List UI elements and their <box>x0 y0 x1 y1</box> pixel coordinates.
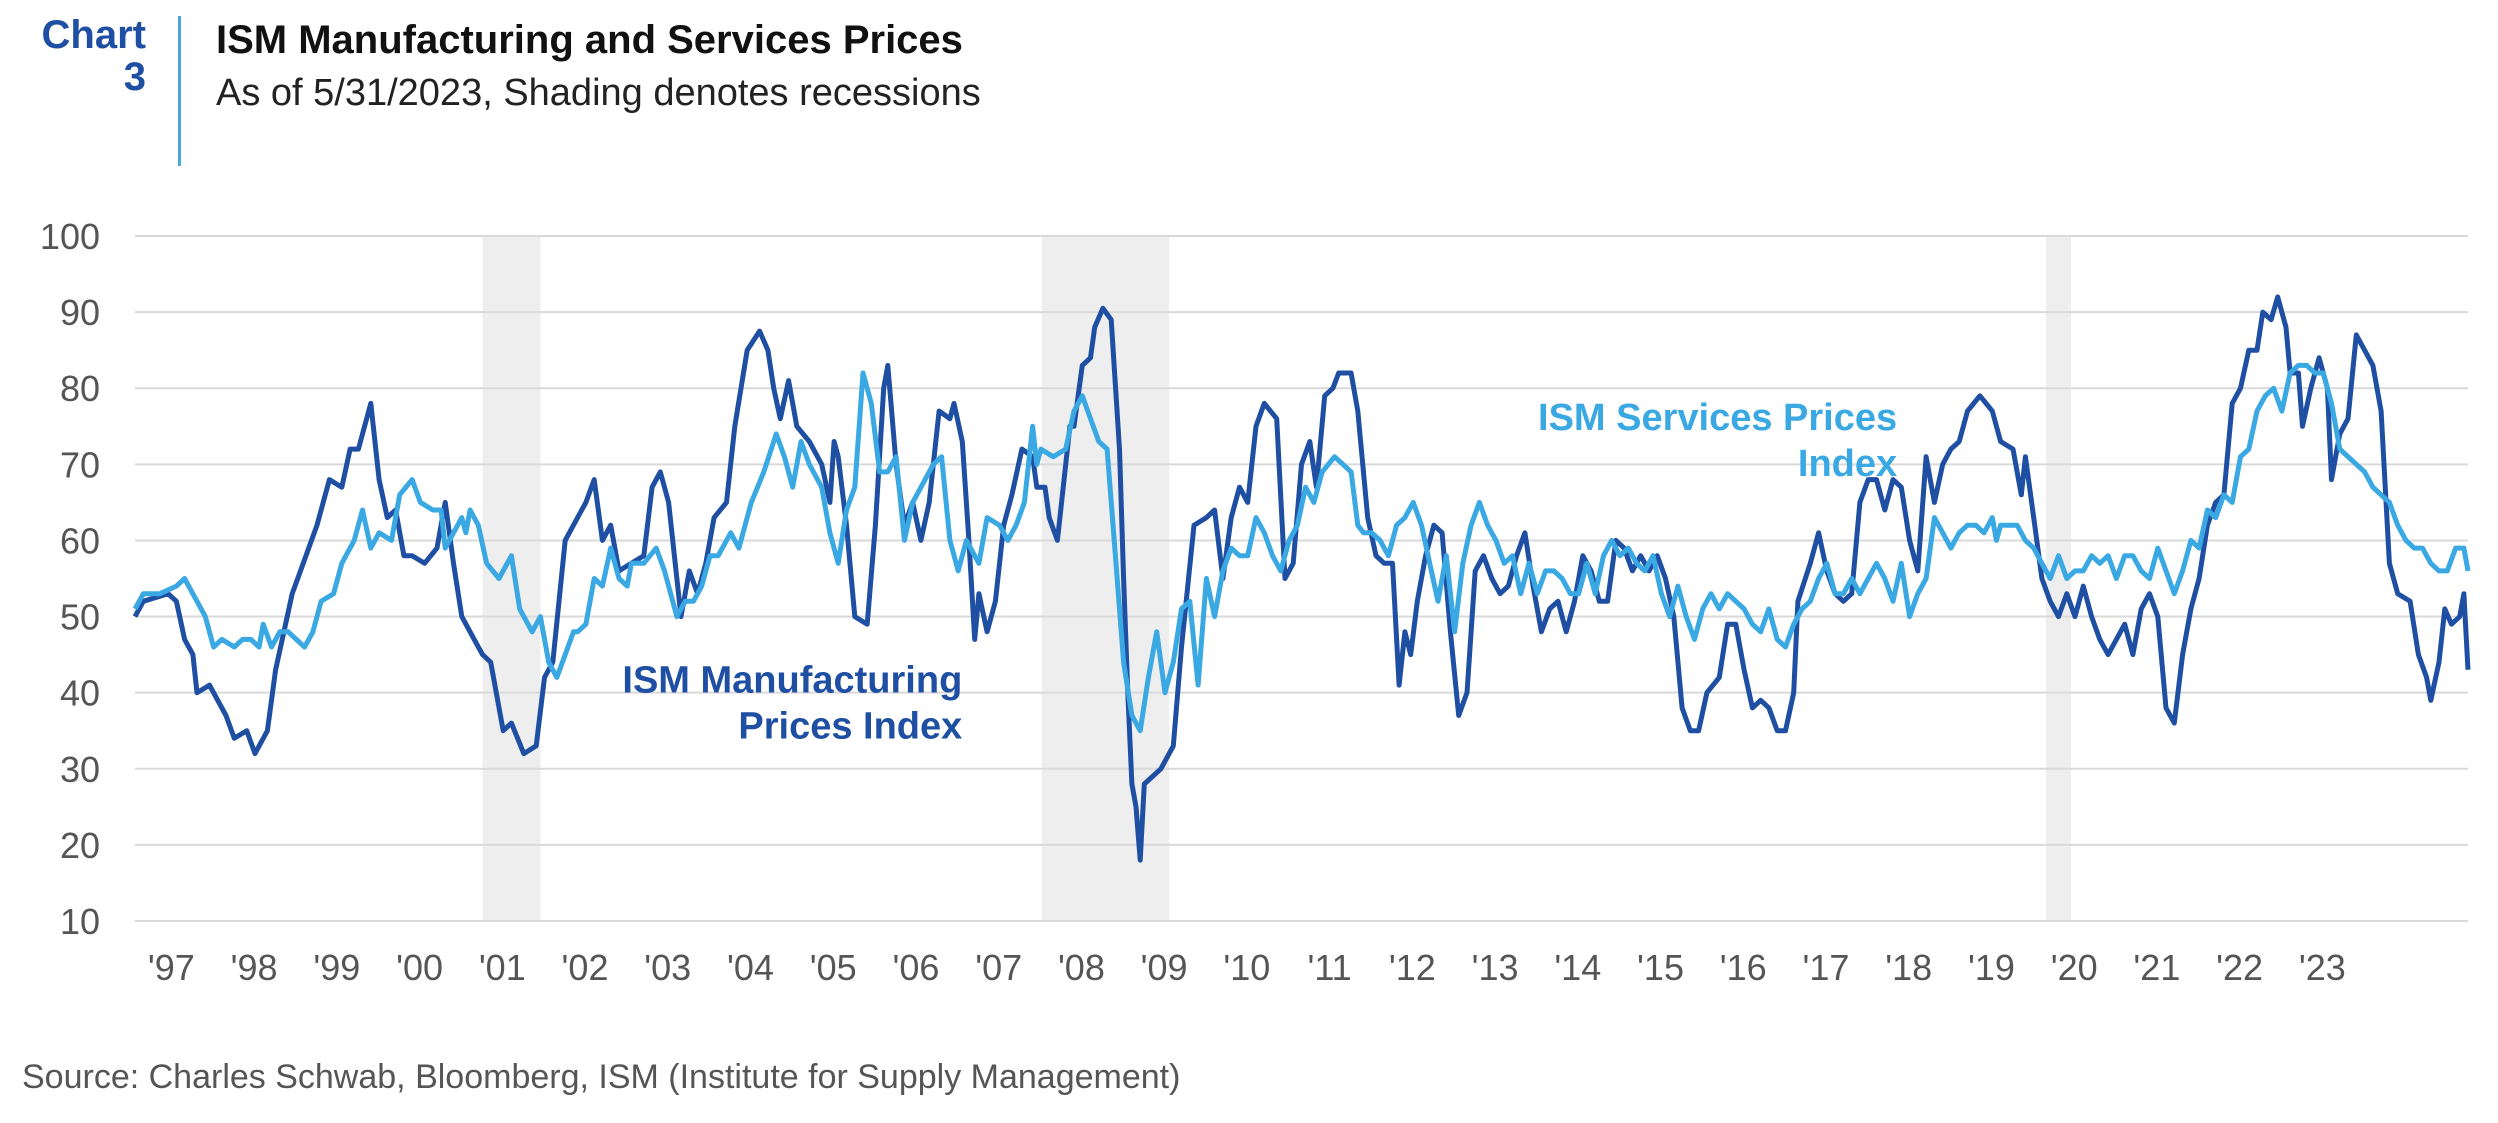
series-line-services <box>132 362 2471 734</box>
x-tick-label: '15 <box>1637 947 1684 988</box>
series-annotation-services: Index <box>1798 443 1897 485</box>
recession-shading <box>482 236 541 921</box>
x-tick-label: '13 <box>1472 947 1519 988</box>
y-tick-label: 70 <box>60 444 100 485</box>
recession-shading <box>1041 236 1170 921</box>
x-tick-label: '07 <box>975 947 1022 988</box>
x-tick-label: '20 <box>2051 947 2098 988</box>
x-tick-label: '03 <box>644 947 691 988</box>
series-annotation-manufacturing: ISM Manufacturing <box>622 660 962 702</box>
x-tick-label: '08 <box>1058 947 1105 988</box>
x-tick-label: '09 <box>1141 947 1188 988</box>
header-divider <box>178 16 181 166</box>
y-tick-label: 100 <box>40 216 100 257</box>
x-tick-label: '14 <box>1554 947 1601 988</box>
x-tick-label: '18 <box>1885 947 1932 988</box>
x-tick-label: '12 <box>1389 947 1436 988</box>
series-line-manufacturing <box>132 294 2471 863</box>
y-tick-label: 40 <box>60 673 100 714</box>
y-tick-label: 90 <box>60 292 100 333</box>
x-tick-label: '17 <box>1803 947 1850 988</box>
y-tick-label: 50 <box>60 597 100 638</box>
x-tick-label: '04 <box>727 947 774 988</box>
x-tick-label: '16 <box>1720 947 1767 988</box>
x-tick-label: '19 <box>1968 947 2015 988</box>
x-tick-label: '00 <box>396 947 443 988</box>
y-tick-label: 60 <box>60 520 100 561</box>
x-tick-label: '98 <box>231 947 278 988</box>
x-tick-label: '11 <box>1307 947 1351 988</box>
y-tick-label: 20 <box>60 825 100 866</box>
x-tick-label: '10 <box>1223 947 1270 988</box>
x-tick-label: '99 <box>313 947 360 988</box>
x-tick-label: '97 <box>148 947 195 988</box>
chart-number-label: Chart 3 <box>41 13 146 99</box>
x-tick-label: '21 <box>2133 947 2180 988</box>
x-tick-label: '06 <box>892 947 939 988</box>
x-tick-label: '02 <box>562 947 609 988</box>
series-annotation-manufacturing: Prices Index <box>738 706 962 748</box>
source-note: Source: Charles Schwab, Bloomberg, ISM (… <box>22 1058 1181 1096</box>
chart-subtitle: As of 5/31/2023, Shading denotes recessi… <box>216 72 981 114</box>
chart-title: ISM Manufacturing and Services Prices <box>216 18 963 62</box>
y-tick-label: 80 <box>60 368 100 409</box>
x-tick-label: '22 <box>2216 947 2263 988</box>
x-tick-label: '05 <box>810 947 857 988</box>
series-annotation-services: ISM Services Prices <box>1538 397 1897 439</box>
y-tick-label: 30 <box>60 749 100 790</box>
x-tick-label: '01 <box>479 947 526 988</box>
y-tick-label: 10 <box>60 901 100 942</box>
x-tick-label: '23 <box>2299 947 2346 988</box>
